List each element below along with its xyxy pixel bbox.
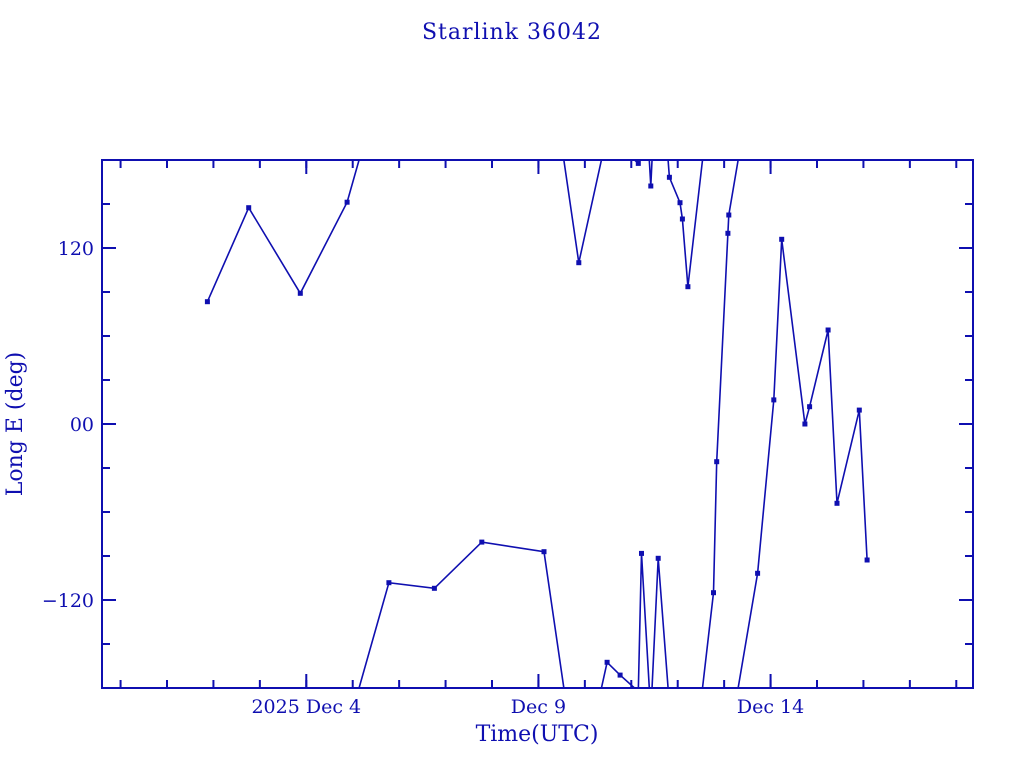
data-line-segment [701,160,739,688]
data-point-marker [655,555,661,561]
data-line-segment [633,160,640,166]
data-point-marker [576,260,582,266]
y-tick-label: 00 [70,414,94,436]
data-point-marker [666,174,672,180]
data-point-marker [604,659,610,665]
plot-area: 2025 Dec 4 Dec 9 Dec 14 120 00 −120 [42,159,974,718]
data-line-group [206,160,868,688]
data-line-segment [563,160,603,263]
plot-frame [101,159,974,689]
data-point-marker [386,580,392,586]
x-tick-label: Dec 9 [511,696,566,718]
data-line-segment [358,541,565,688]
data-line-segment [637,553,651,688]
data-point-marker [864,557,870,563]
data-point-marker [711,590,716,596]
data-point-marker [726,212,732,218]
data-point-marker [635,160,641,166]
data-line-segment [206,160,360,303]
chart-title: Starlink 36042 [422,20,602,45]
data-line-segment [667,160,704,287]
data-point-marker [344,199,350,205]
data-point-marker [679,216,685,222]
data-point-marker [541,549,547,555]
x-tick-label: Dec 14 [737,696,804,718]
y-tick-label: 120 [58,238,94,260]
data-point-marker [834,500,840,506]
data-point-marker [755,570,761,576]
data-point-marker [297,290,303,296]
data-point-marker [246,205,252,211]
data-line-segment [600,660,636,688]
x-axis-label: Time(UTC) [476,722,599,747]
data-point-marker [779,236,785,242]
data-point-marker [431,585,437,591]
data-marker-group [204,160,870,678]
data-point-marker [856,407,862,413]
data-line-segment [648,160,653,187]
data-point-marker [725,230,731,236]
data-line-segment [737,239,868,688]
data-point-marker [825,327,831,333]
data-point-marker [204,299,210,305]
data-point-marker [677,200,683,206]
x-tick-label: 2025 Dec 4 [251,696,361,718]
data-point-marker [685,284,691,290]
data-point-marker [714,459,720,465]
data-point-marker [771,397,777,403]
data-point-marker [648,183,654,189]
data-point-marker [802,421,808,427]
data-point-marker [617,672,623,678]
y-tick-label: −120 [42,590,94,612]
data-point-marker [639,550,644,556]
data-point-marker [807,404,813,410]
y-axis-label: Long E (deg) [3,352,28,497]
data-line-segment [651,558,669,688]
data-point-marker [479,539,485,545]
